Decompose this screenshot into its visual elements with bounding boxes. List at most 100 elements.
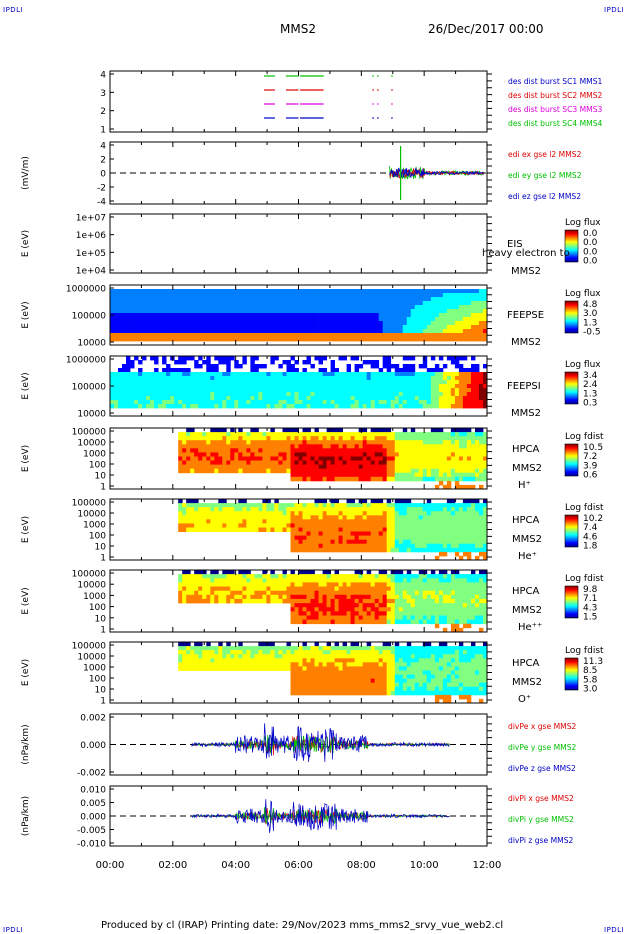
spectrogram-cell xyxy=(366,333,372,338)
spectrogram-cell xyxy=(318,476,323,482)
spectrogram-cell xyxy=(270,523,275,528)
spectrogram-cell xyxy=(118,392,123,397)
spectrogram-cell xyxy=(318,301,323,306)
spectrogram-cell xyxy=(358,333,364,338)
spectrogram-cell xyxy=(330,305,335,310)
spectrogram-cell xyxy=(479,388,484,393)
spectrogram-cell xyxy=(230,444,235,449)
spectrogram-cell xyxy=(270,372,275,377)
spectrogram-cell xyxy=(198,337,203,342)
spectrogram-cell xyxy=(194,380,199,385)
spectrogram-cell xyxy=(242,396,247,401)
spectrogram-cell xyxy=(182,436,187,441)
spectrogram-cell xyxy=(390,456,396,461)
spectrogram-cell xyxy=(158,317,163,322)
spectrogram-cell xyxy=(134,313,139,318)
spectrogram-cell xyxy=(210,368,215,373)
spectrogram-cell xyxy=(394,297,400,302)
colorbar-title: Log flux xyxy=(565,218,601,228)
spectrogram-cell xyxy=(190,519,195,524)
spectrogram-cell xyxy=(386,356,392,361)
spectrogram-cell xyxy=(190,440,195,445)
spectrogram-cell xyxy=(390,523,396,528)
spectrogram-cell xyxy=(290,368,295,373)
spectrogram-cell xyxy=(354,321,359,326)
spectrogram-cell xyxy=(306,539,311,545)
y-tick-label: 10000 xyxy=(77,410,106,420)
spectrogram-cell xyxy=(126,384,131,389)
spectrogram-cell xyxy=(202,301,207,306)
spectrogram-cell xyxy=(374,313,380,318)
spectrogram-cell xyxy=(398,582,404,587)
spectrogram-cell xyxy=(222,317,227,322)
spectrogram-cell xyxy=(358,297,364,302)
spectrogram-cell xyxy=(374,574,380,579)
spectrogram-cell xyxy=(234,305,239,310)
spectrogram-cell xyxy=(475,329,480,334)
spectrogram-cell xyxy=(426,452,432,457)
spectrogram-cell xyxy=(290,436,295,441)
spectrogram-cell xyxy=(198,329,203,334)
spectrogram-cell xyxy=(318,603,323,608)
spectrogram-cell xyxy=(362,503,368,508)
spectrogram-cell xyxy=(430,380,436,385)
spectrogram-cell xyxy=(314,499,319,504)
spectrogram-cell xyxy=(202,598,207,604)
spectrogram-cell xyxy=(394,523,400,528)
spectrogram-cell xyxy=(374,317,380,322)
spectrogram-cell xyxy=(354,364,359,369)
spectrogram-cell xyxy=(270,309,275,314)
spectrogram-cell xyxy=(454,380,460,385)
spectrogram-cell xyxy=(310,611,315,616)
spectrogram-cell xyxy=(334,611,339,616)
spectrogram-cell xyxy=(378,313,384,318)
spectrogram-cell xyxy=(479,511,484,516)
spectrogram-cell xyxy=(210,594,215,600)
spectrogram-cell xyxy=(438,376,444,381)
spectrogram-cell xyxy=(350,476,355,482)
spectrogram-cell xyxy=(218,440,223,445)
spectrogram-cell xyxy=(122,337,127,342)
spectrogram-cell xyxy=(346,590,351,596)
spectrogram-cell xyxy=(294,582,299,587)
spectrogram-cell xyxy=(226,356,231,361)
spectrogram-cell xyxy=(454,515,460,520)
spectrogram-cell xyxy=(350,586,355,591)
spectrogram-cell xyxy=(306,376,311,381)
colorbar-tick-label: 10.5 xyxy=(583,443,603,453)
spectrogram-cell xyxy=(483,531,488,536)
spectrogram-cell xyxy=(338,444,343,449)
spectrogram-cell xyxy=(438,523,444,528)
spectrogram-cell xyxy=(298,456,303,461)
spectrogram-cell xyxy=(194,503,199,508)
spectrogram-cell xyxy=(254,456,259,461)
spectrogram-cell xyxy=(262,586,267,591)
spectrogram-cell xyxy=(114,329,119,334)
spectrogram-cell xyxy=(426,464,432,470)
spectrogram-cell xyxy=(314,436,319,441)
spectrogram-cell xyxy=(358,380,364,385)
spectrogram-cell xyxy=(426,313,432,318)
spectrogram-cell xyxy=(310,507,315,512)
spectrogram-cell xyxy=(206,297,211,302)
spectrogram-cell xyxy=(238,507,243,512)
y-tick-label: 100000 xyxy=(72,499,107,509)
spectrogram-cell xyxy=(266,448,271,453)
spectrogram-cell xyxy=(158,293,163,298)
spectrogram-cell xyxy=(426,321,432,326)
spectrogram-cell xyxy=(438,527,444,532)
spectrogram-cell xyxy=(190,527,195,532)
spectrogram-cell xyxy=(438,404,444,409)
spectrogram-cell xyxy=(258,392,263,397)
spectrogram-cell xyxy=(483,329,488,334)
spectrogram-cell xyxy=(446,531,452,536)
spectrogram-cell xyxy=(126,396,131,401)
spectrogram-cell xyxy=(178,388,183,393)
spectrogram xyxy=(178,570,488,633)
spectrogram-cell xyxy=(475,301,480,306)
spectrogram-cell xyxy=(418,448,424,453)
spectrogram-cell xyxy=(426,297,432,302)
y-axis-label: (mV/m) xyxy=(21,156,31,190)
spectrogram-cell xyxy=(182,527,187,532)
spectrogram-cell xyxy=(306,527,311,532)
